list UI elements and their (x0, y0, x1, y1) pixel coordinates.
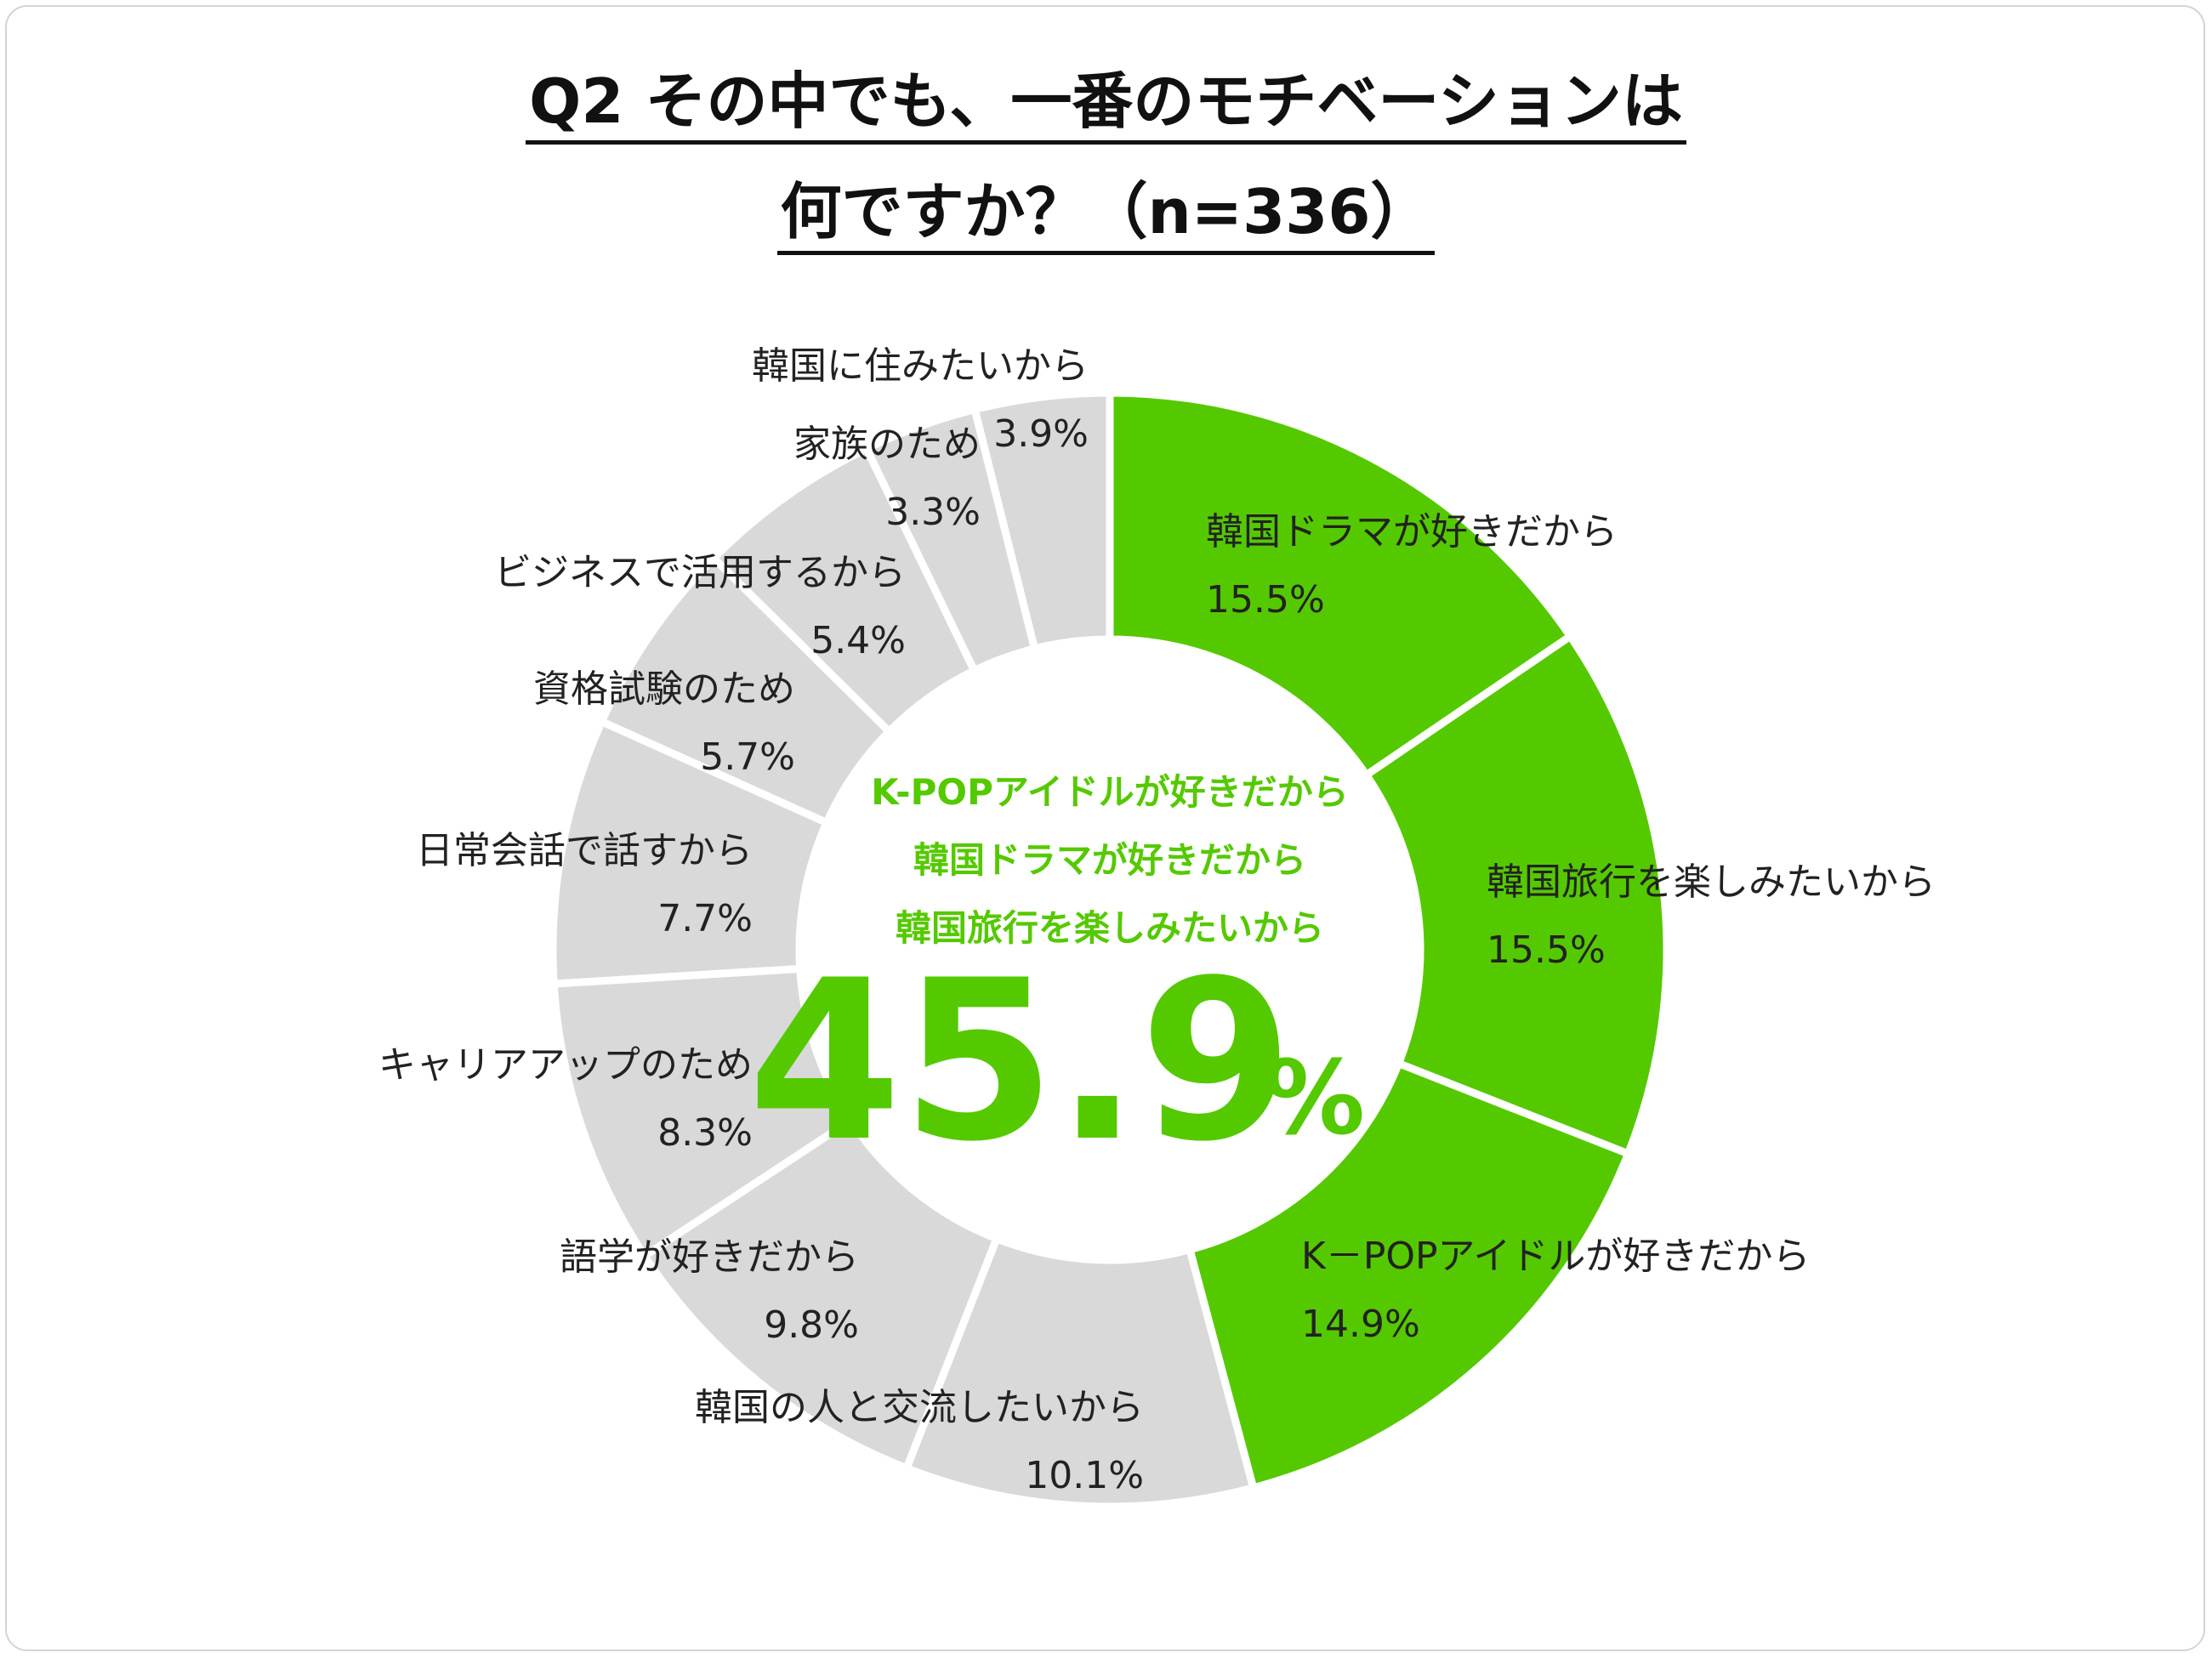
slice-label: ビジネスで活用するから (494, 551, 906, 594)
slice-label: 資格試験のため (533, 667, 795, 711)
slice-label: 家族のため (793, 423, 981, 466)
donut-slice (970, 389, 1114, 653)
donut-slice (1362, 632, 1671, 1158)
donut-slice (549, 964, 855, 1260)
donut-slices (549, 389, 1671, 1511)
slice-value-label: 5.7% (700, 735, 795, 779)
chart-title-line-2: 何ですか？（n=336） (0, 162, 2212, 255)
donut-slice (902, 1235, 1258, 1511)
center-category-2: 韓国ドラマが好きだから (913, 839, 1306, 881)
slice-label: 韓国ドラマが好きだから (1206, 510, 1618, 554)
slice-label: K－POPアイドルが好きだから (1301, 1235, 1810, 1278)
donut-slice (1106, 389, 1574, 780)
center-summary: K-POPアイドルが好きだから 韓国ドラマが好きだから 韓国旅行を楽しみたいから… (748, 771, 1365, 1190)
slice-label: 語学が好きだから (560, 1235, 859, 1279)
slice-label: 韓国の人と交流したいから (695, 1386, 1144, 1429)
donut-slice (1186, 1059, 1632, 1492)
slice-label: 韓国に住みたいから (752, 344, 1089, 388)
slice-value-label: 15.5% (1487, 928, 1606, 972)
center-total-unit: % (1263, 1040, 1365, 1158)
chart-title-line-1: Q2 その中でも、一番のモチベーションは (0, 51, 2212, 145)
slice-label: キャリアアップのため (378, 1043, 753, 1087)
slice-value-label: 7.7% (657, 897, 753, 940)
slice-value-label: 3.9% (993, 412, 1089, 456)
slice-value-label: 5.4% (810, 619, 906, 662)
slice-labels: 韓国ドラマが好きだから 15.5% 韓国旅行を楽しみたいから 15.5% K－POPアイ… (378, 344, 1936, 1497)
slice-label: 韓国旅行を楽しみたいから (1487, 860, 1936, 904)
slice-value-label: 3.3% (885, 491, 981, 534)
slice-value-label: 10.1% (1025, 1454, 1144, 1497)
center-total-value: 45.9 (748, 934, 1294, 1190)
slice-value-label: 9.8% (764, 1303, 859, 1347)
center-category-1: K-POPアイドルが好きだから (871, 771, 1349, 813)
slice-value-label: 8.3% (657, 1111, 753, 1155)
slice-value-label: 15.5% (1206, 578, 1325, 622)
center-category-3: 韓国旅行を楽しみたいから (896, 907, 1324, 949)
slice-label: 日常会話で話すから (416, 829, 753, 872)
slice-value-label: 14.9% (1301, 1303, 1420, 1346)
